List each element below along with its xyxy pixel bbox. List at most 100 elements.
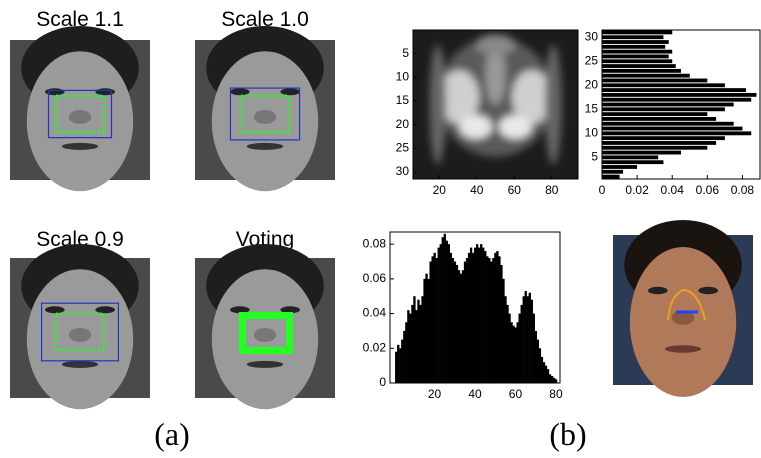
bar	[510, 322, 513, 383]
bar	[405, 322, 408, 383]
bar	[522, 296, 525, 383]
heatmap-blob	[498, 114, 532, 139]
bar	[602, 116, 717, 121]
eye	[95, 306, 115, 314]
bar	[437, 247, 440, 383]
face-photo	[195, 244, 335, 410]
bar	[439, 244, 442, 383]
image-title: Scale 1.1	[36, 8, 124, 31]
bar	[492, 258, 495, 383]
mouth	[61, 142, 99, 150]
bar	[425, 273, 428, 383]
y-tick-label: 5	[591, 150, 598, 164]
bar	[602, 59, 673, 64]
y-tick-label: 0.06	[363, 271, 387, 285]
bar	[602, 174, 620, 179]
bar	[602, 83, 725, 88]
bar	[423, 278, 426, 383]
bar	[401, 339, 404, 383]
bar	[395, 351, 398, 383]
bar	[502, 278, 505, 383]
bar	[504, 296, 507, 383]
y-tick-label: 15	[396, 93, 410, 107]
bar	[548, 374, 552, 383]
bar	[471, 252, 475, 383]
bar	[478, 247, 481, 383]
bar	[602, 107, 725, 112]
bar	[500, 264, 503, 383]
mouth	[246, 360, 284, 368]
y-tick-label: 0	[379, 375, 386, 389]
bar	[409, 313, 412, 383]
bar	[508, 313, 511, 383]
face-photo	[10, 26, 150, 192]
y-tick-label: 10	[396, 69, 410, 83]
x-tick-label: 40	[468, 387, 482, 401]
bar	[407, 310, 410, 383]
bar	[455, 264, 459, 383]
bar	[429, 261, 432, 383]
eye	[280, 306, 301, 314]
bar	[415, 310, 418, 383]
heatmap	[429, 34, 562, 165]
bar	[518, 313, 521, 383]
bar	[602, 126, 743, 131]
x-tick-label: 80	[549, 387, 563, 401]
mouth	[246, 142, 284, 150]
image-title: Scale 0.9	[36, 228, 124, 251]
bar	[520, 304, 523, 383]
mouth	[61, 360, 99, 368]
bar	[443, 233, 446, 383]
image-title: Scale 1.0	[221, 8, 309, 31]
bar	[602, 141, 717, 145]
bar	[602, 73, 690, 78]
bar	[482, 247, 485, 383]
bar	[602, 78, 708, 83]
y-tick-label: 20	[585, 77, 599, 91]
bar	[530, 299, 533, 383]
bar	[542, 362, 546, 383]
axes-frame	[601, 29, 761, 180]
bar	[602, 30, 673, 35]
x-tick-label: 0.02	[625, 183, 649, 197]
bar	[550, 376, 554, 383]
bar	[465, 258, 469, 383]
face-photo	[613, 220, 753, 397]
bar	[463, 261, 467, 383]
x-tick-label: 80	[545, 183, 559, 197]
heatmap-blob	[485, 44, 506, 105]
bar	[421, 296, 424, 383]
heatmap-blob	[429, 44, 446, 165]
bar	[484, 251, 487, 383]
bar	[602, 145, 708, 150]
bar	[602, 49, 673, 54]
face-photo	[10, 244, 150, 410]
eye	[280, 88, 301, 96]
face-photo	[195, 26, 335, 192]
bar	[431, 256, 434, 383]
bar	[602, 40, 669, 44]
y-tick-label: 30	[585, 29, 599, 43]
vote-box	[242, 315, 290, 351]
bar	[469, 247, 473, 383]
bar	[536, 339, 540, 383]
axes-frame	[412, 29, 579, 180]
bar	[435, 258, 438, 383]
bar	[403, 330, 406, 383]
nose-contour	[667, 289, 706, 321]
mouth	[664, 345, 702, 353]
bar	[532, 313, 536, 383]
search-box	[47, 89, 113, 139]
bar	[490, 261, 493, 383]
x-tick-label: 40	[470, 183, 484, 197]
bar	[540, 356, 544, 383]
eye	[45, 306, 65, 314]
bar	[602, 64, 676, 68]
eye	[698, 286, 718, 295]
bar	[453, 261, 457, 383]
bar	[526, 296, 529, 383]
bar	[461, 270, 465, 383]
y-tick-label: 0.04	[363, 306, 387, 320]
bar	[602, 35, 664, 40]
